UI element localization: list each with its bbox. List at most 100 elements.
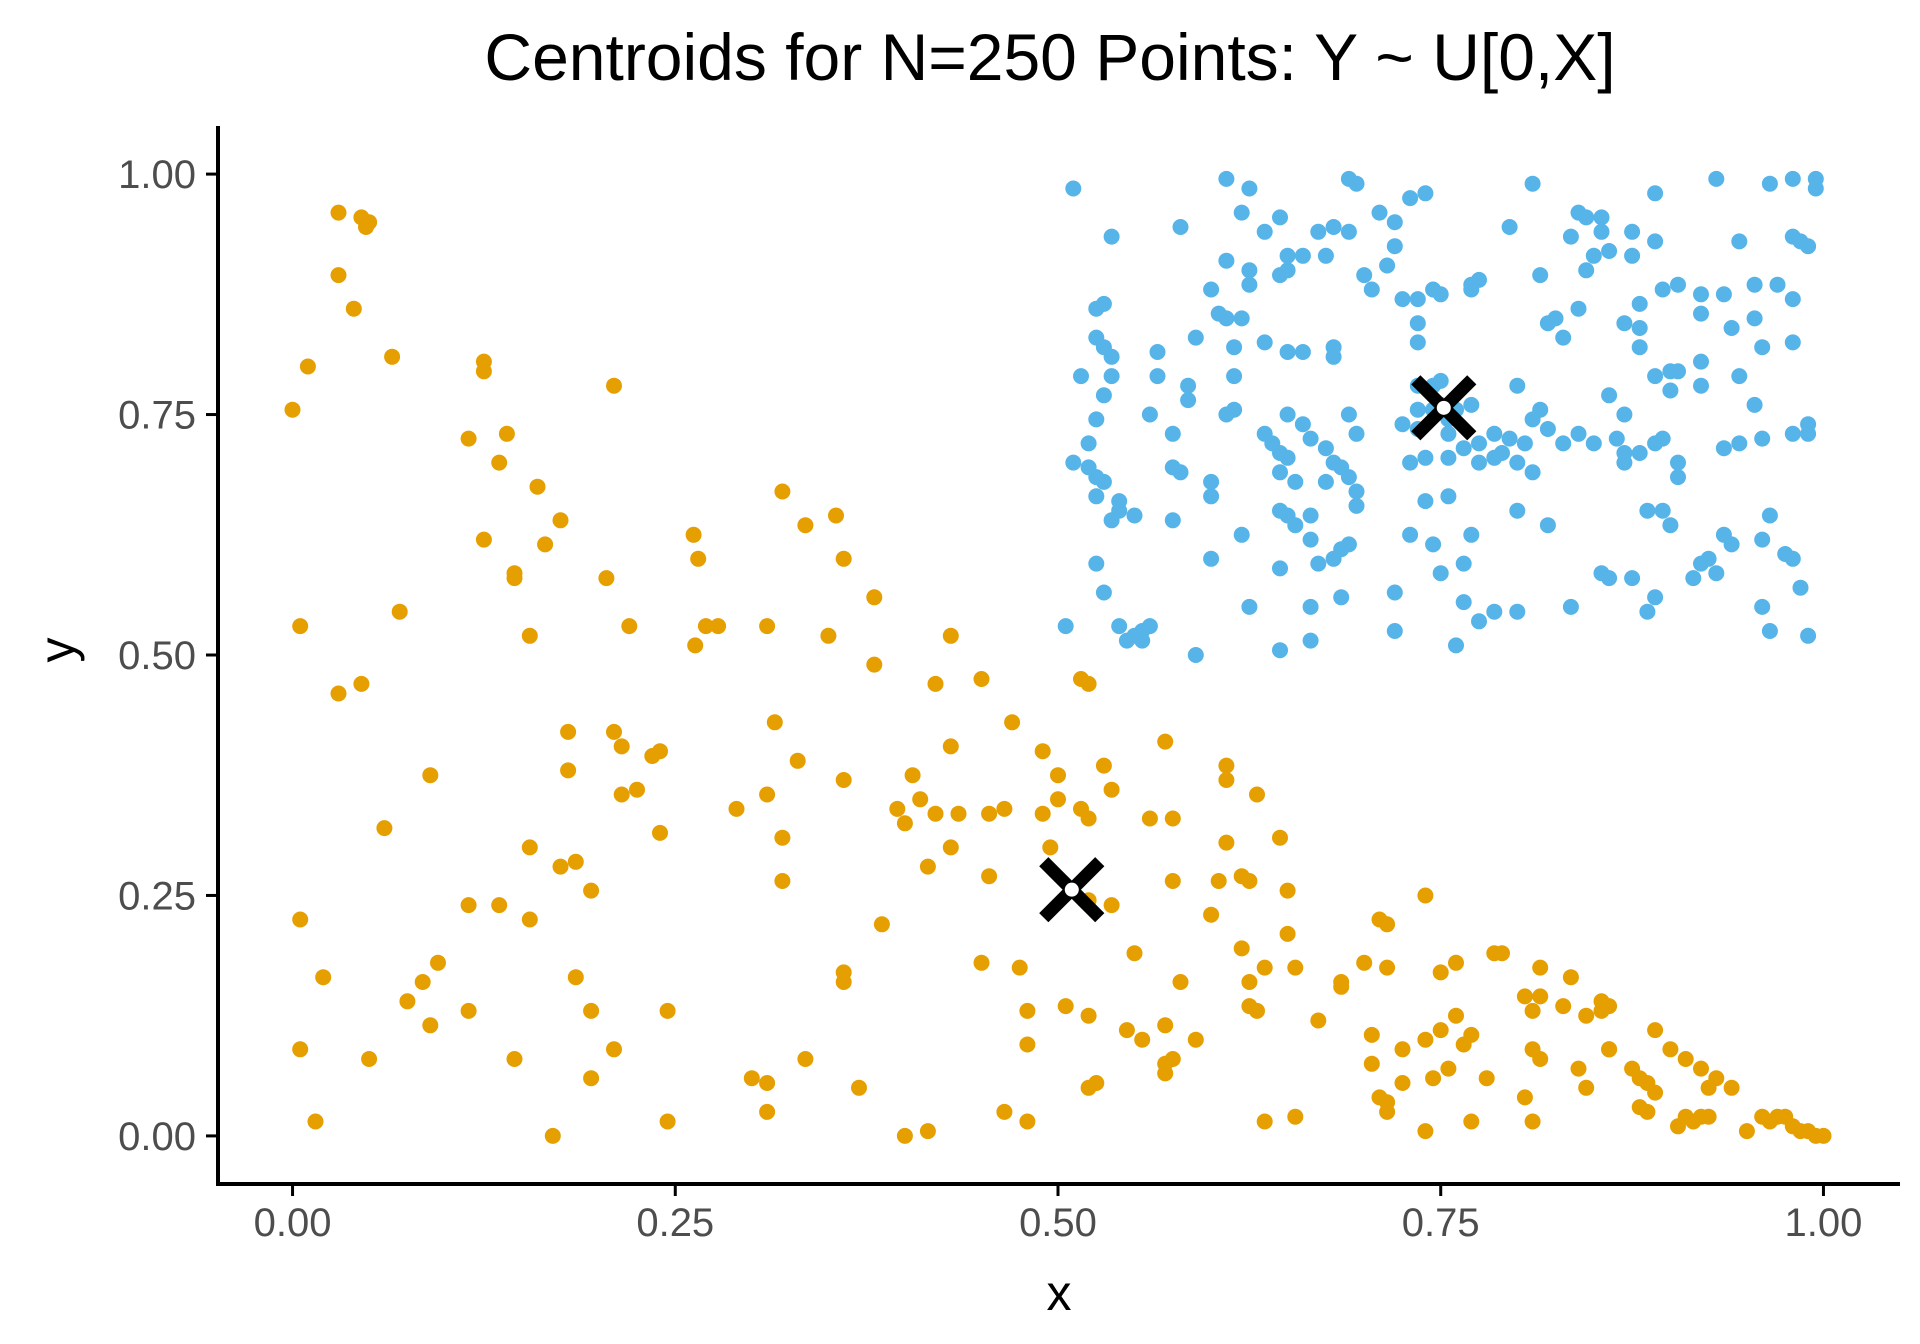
data-point-series-1 [606,1041,622,1058]
data-point-series-1 [1279,882,1296,899]
data-point-series-1 [384,348,401,365]
data-point-series-2 [1241,276,1258,293]
data-point-series-1 [1034,743,1051,760]
data-point-series-2 [1340,223,1357,240]
data-point-series-1 [583,1002,600,1019]
data-point-series-2 [1509,377,1526,394]
data-point-series-2 [1532,267,1549,284]
data-point-series-2 [1800,627,1817,644]
data-point-series-1 [835,974,852,990]
data-point-series-2 [1624,570,1641,587]
data-point-series-1 [361,1051,378,1067]
data-point-series-1 [820,627,837,644]
data-point-series-1 [460,430,477,447]
data-point-series-1 [1639,1103,1656,1120]
data-point-series-1 [927,805,944,822]
data-point-series-1 [1363,1055,1380,1072]
data-point-series-2 [1524,411,1541,428]
data-point-series-2 [1455,555,1472,572]
data-point-series-2 [1088,411,1105,428]
data-point-series-1 [889,800,906,817]
data-point-series-1 [766,714,783,731]
data-point-series-2 [1379,257,1396,274]
data-point-series-1 [1141,810,1158,827]
data-point-series-1 [1203,906,1220,923]
data-point-series-2 [1057,618,1074,635]
data-point-series-2 [1279,262,1296,279]
data-point-series-2 [1670,363,1686,380]
data-point-series-1 [1310,1012,1327,1029]
data-point-series-2 [1647,185,1664,202]
data-point-series-1 [292,1041,309,1058]
data-point-series-2 [1233,310,1250,327]
data-point-series-1 [896,1127,913,1144]
data-point-series-2 [1325,550,1342,567]
data-point-series-2 [1432,372,1449,389]
data-point-series-2 [1111,618,1128,635]
data-point-series-2 [1095,584,1112,601]
data-point-series-2 [1455,594,1472,611]
data-point-series-1 [1601,1041,1618,1058]
data-point-series-1 [759,786,776,803]
data-point-series-2 [1731,435,1748,452]
data-point-series-1 [1524,1002,1541,1019]
data-point-series-2 [1103,368,1120,385]
data-point-series-1 [1662,1041,1679,1058]
data-point-series-2 [1509,454,1526,471]
data-point-series-1 [1073,800,1089,817]
data-point-series-1 [1562,969,1579,986]
data-point-series-2 [1272,464,1288,481]
data-point-series-1 [1792,1123,1809,1140]
data-point-series-1 [1164,873,1181,889]
data-point-series-1 [345,300,362,317]
data-point-series-1 [981,868,998,885]
data-point-series-1 [560,723,577,740]
data-point-series-1 [774,873,791,889]
data-point-series-1 [1057,998,1074,1015]
data-point-series-2 [1708,565,1725,582]
data-point-series-2 [1524,464,1541,481]
data-point-series-1 [606,377,622,394]
data-point-series-1 [1019,1113,1036,1130]
data-point-series-1 [1379,959,1396,976]
data-point-series-2 [1562,228,1579,245]
data-point-series-1 [629,781,645,798]
data-point-series-1 [506,1051,523,1067]
plot-centroids [1039,375,1477,923]
data-point-series-1 [1233,940,1250,957]
x-axis-label: x [1047,1265,1072,1321]
data-point-series-2 [1218,252,1235,269]
data-point-series-2 [1241,598,1258,615]
data-point-series-1 [1157,1065,1174,1082]
data-point-series-2 [1317,473,1334,490]
data-point-series-1 [1080,675,1097,692]
data-point-series-2 [1325,348,1342,365]
data-point-series-2 [1164,512,1181,529]
data-point-series-2 [1639,603,1656,620]
data-point-series-1 [552,858,569,875]
data-point-series-1 [1807,1127,1824,1144]
data-point-series-1 [981,805,998,822]
data-point-series-1 [1118,1022,1135,1039]
data-point-series-1 [644,748,661,764]
data-point-series-1 [1432,964,1449,981]
data-point-series-1 [521,911,538,928]
data-point-series-1 [797,1051,814,1067]
data-point-series-1 [1723,1079,1740,1096]
data-point-series-2 [1631,339,1648,356]
data-point-series-1 [1004,714,1021,731]
data-point-series-1 [774,829,791,846]
data-point-series-1 [942,738,959,755]
data-point-series-1 [789,752,806,769]
data-point-series-2 [1754,430,1771,447]
data-point-series-2 [1226,368,1243,385]
data-point-series-1 [475,363,492,380]
data-point-series-2 [1417,185,1434,202]
data-point-series-2 [1578,209,1595,226]
data-point-series-2 [1417,449,1434,466]
data-point-series-1 [399,993,416,1010]
data-point-series-1 [1555,998,1572,1015]
data-point-series-2 [1279,247,1296,264]
data-point-series-2 [1080,435,1097,452]
